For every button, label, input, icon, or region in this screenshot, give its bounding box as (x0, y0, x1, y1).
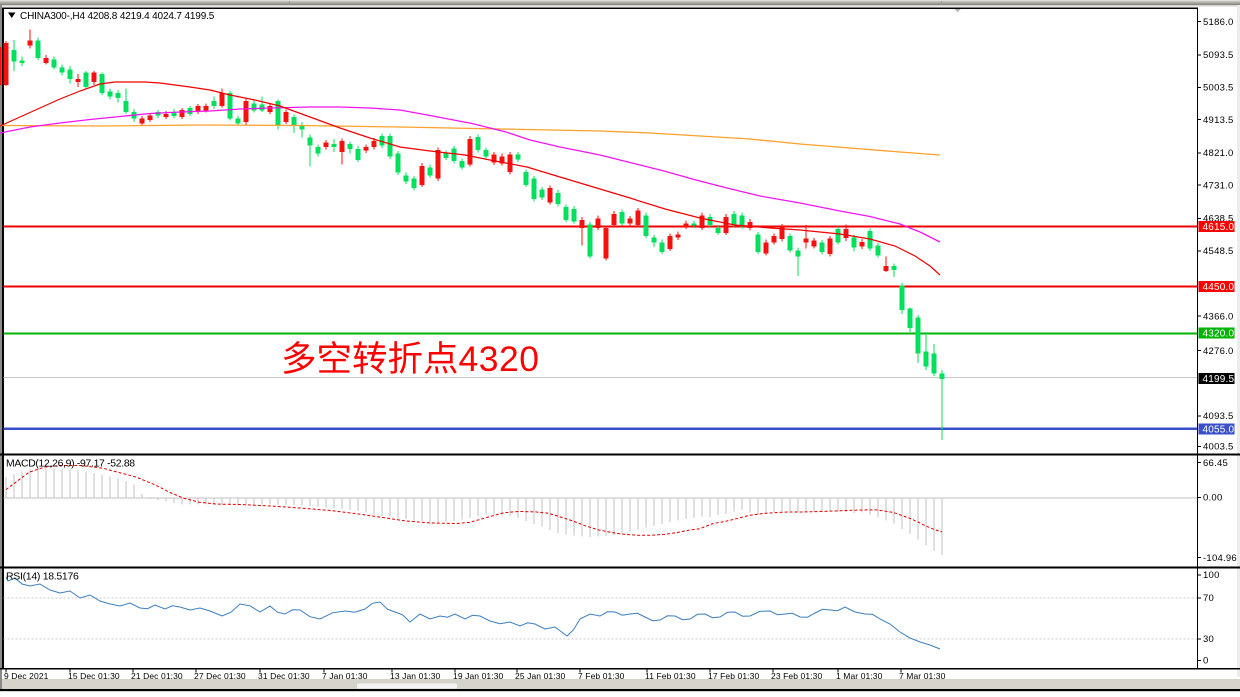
svg-text:1 Mar 01:30: 1 Mar 01:30 (836, 671, 883, 681)
svg-text:4055.0: 4055.0 (1203, 424, 1235, 435)
svg-text:4548.5: 4548.5 (1203, 246, 1234, 257)
svg-text:7 Feb 01:30: 7 Feb 01:30 (578, 671, 625, 681)
svg-text:4320: 4320 (459, 339, 540, 379)
svg-text:4450.0: 4450.0 (1203, 282, 1235, 293)
svg-text:4638.5: 4638.5 (1203, 214, 1234, 225)
svg-text:4276.0: 4276.0 (1203, 346, 1234, 357)
svg-text:4615.0: 4615.0 (1203, 222, 1235, 233)
svg-text:15 Dec 01:30: 15 Dec 01:30 (68, 671, 120, 681)
svg-text:31 Dec 01:30: 31 Dec 01:30 (258, 671, 310, 681)
svg-text:4821.0: 4821.0 (1203, 148, 1234, 159)
svg-text:4003.5: 4003.5 (1203, 442, 1234, 453)
svg-text:21 Dec 01:30: 21 Dec 01:30 (131, 671, 183, 681)
svg-text:66.45: 66.45 (1203, 458, 1228, 469)
svg-text:4320.0: 4320.0 (1203, 329, 1235, 340)
svg-text:30: 30 (1203, 634, 1214, 645)
svg-text:27 Dec 01:30: 27 Dec 01:30 (194, 671, 246, 681)
svg-text:4731.0: 4731.0 (1203, 180, 1234, 191)
svg-text:23 Feb 01:30: 23 Feb 01:30 (771, 671, 822, 681)
svg-text:19 Jan 01:30: 19 Jan 01:30 (453, 671, 504, 681)
svg-text:0.00: 0.00 (1203, 493, 1223, 504)
svg-text:7 Mar 01:30: 7 Mar 01:30 (899, 671, 946, 681)
svg-text:0: 0 (1203, 656, 1209, 667)
svg-text:70: 70 (1203, 593, 1214, 604)
svg-text:4913.5: 4913.5 (1203, 115, 1234, 126)
svg-text:MACD(12,26,9) -97.17 -52.88: MACD(12,26,9) -97.17 -52.88 (6, 459, 135, 470)
svg-text:5003.5: 5003.5 (1203, 83, 1234, 94)
svg-text:9 Dec 2021: 9 Dec 2021 (4, 671, 49, 681)
svg-text:17 Feb 01:30: 17 Feb 01:30 (708, 671, 759, 681)
svg-text:RSI(14) 18.5176: RSI(14) 18.5176 (6, 571, 79, 583)
svg-text:11 Feb 01:30: 11 Feb 01:30 (645, 671, 696, 681)
svg-text:7 Jan 01:30: 7 Jan 01:30 (322, 671, 368, 681)
svg-text:-104.96: -104.96 (1203, 553, 1237, 564)
svg-text:4093.5: 4093.5 (1203, 411, 1234, 422)
svg-text:5093.5: 5093.5 (1203, 50, 1234, 61)
svg-text:13 Jan 01:30: 13 Jan 01:30 (390, 671, 441, 681)
svg-text:100: 100 (1203, 570, 1220, 581)
svg-text:4199.5: 4199.5 (1203, 374, 1235, 385)
svg-text:5186.0: 5186.0 (1203, 17, 1234, 28)
svg-text:4366.0: 4366.0 (1203, 311, 1234, 322)
svg-text:25 Jan 01:30: 25 Jan 01:30 (515, 671, 566, 681)
svg-text:CHINA300-,H4 4208.8 4219.4 40: CHINA300-,H4 4208.8 4219.4 4024.7 4199.5 (20, 11, 215, 22)
